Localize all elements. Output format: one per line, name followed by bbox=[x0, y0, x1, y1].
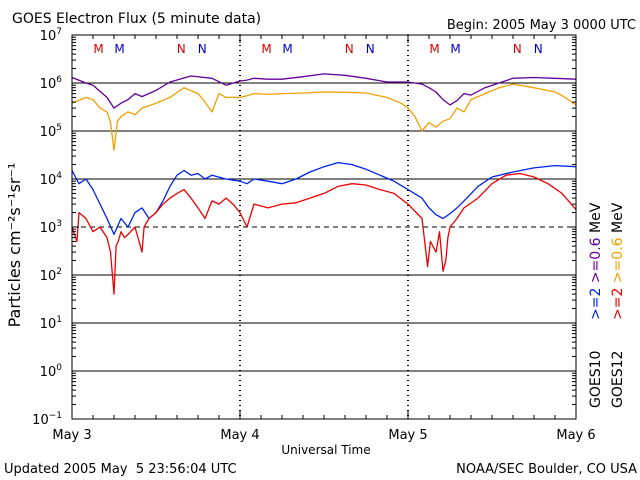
updated-timestamp: Updated 2005 May 5 23:56:04 UTC bbox=[4, 462, 237, 477]
event-marker: M bbox=[114, 42, 124, 56]
y-axis-ticks: 107 106 105 104 103 102 101 100 10−1 bbox=[32, 27, 576, 428]
y-axis-label: Particles cm⁻²s⁻¹sr⁻¹ bbox=[5, 163, 24, 328]
event-marker: N bbox=[198, 42, 207, 56]
y-tick-label: 106 bbox=[40, 75, 63, 92]
y-tick-label: 107 bbox=[40, 27, 62, 44]
event-marker: M bbox=[282, 42, 292, 56]
x-axis-ticks: May 3 May 4 May 5 May 6 bbox=[52, 35, 596, 443]
series-line bbox=[71, 161, 577, 236]
legend-satellite-label: GOES10 bbox=[588, 351, 604, 408]
x-tick-label: May 5 bbox=[388, 428, 427, 443]
y-tick-label: 105 bbox=[40, 123, 62, 140]
event-marker: N bbox=[513, 42, 522, 56]
begin-label: Begin: 2005 May 3 0000 UTC bbox=[447, 18, 636, 33]
event-marker: N bbox=[366, 42, 375, 56]
x-axis-label: Universal Time bbox=[281, 443, 370, 457]
series-line bbox=[71, 73, 577, 109]
event-marker: N bbox=[177, 42, 186, 56]
legend-energy-label: >=2 >=0.6 MeV bbox=[610, 202, 626, 320]
day-dividers bbox=[239, 35, 409, 419]
legend-satellite-label: GOES12 bbox=[610, 351, 626, 408]
flux-series bbox=[71, 73, 577, 295]
y-tick-label: 101 bbox=[40, 315, 62, 332]
series-line bbox=[71, 172, 577, 295]
event-marker: N bbox=[345, 42, 354, 56]
event-marker: M bbox=[429, 42, 439, 56]
source-credit: NOAA/SEC Boulder, CO USA bbox=[456, 462, 637, 477]
legend: GOES10 >=2 >=0.6 MeV GOES12 >=2 >=0.6 MeV bbox=[588, 202, 626, 408]
legend-energy-label: >=2 >=0.6 MeV bbox=[588, 202, 604, 320]
y-tick-label: 104 bbox=[40, 171, 63, 188]
y-tick-label: 102 bbox=[40, 267, 62, 284]
event-marker: N bbox=[534, 42, 543, 56]
y-tick-label: 10−1 bbox=[32, 411, 62, 428]
chart-title: GOES Electron Flux (5 minute data) bbox=[12, 11, 261, 27]
x-tick-label: May 3 bbox=[52, 428, 91, 443]
x-tick-label: May 4 bbox=[220, 428, 259, 443]
series-line bbox=[71, 83, 577, 151]
y-tick-label: 103 bbox=[40, 219, 62, 236]
y-tick-label: 100 bbox=[40, 363, 63, 380]
gridlines bbox=[72, 82, 576, 372]
event-marker: M bbox=[93, 42, 103, 56]
event-marker: M bbox=[450, 42, 460, 56]
x-tick-label: May 6 bbox=[556, 428, 595, 443]
event-marker: M bbox=[261, 42, 271, 56]
